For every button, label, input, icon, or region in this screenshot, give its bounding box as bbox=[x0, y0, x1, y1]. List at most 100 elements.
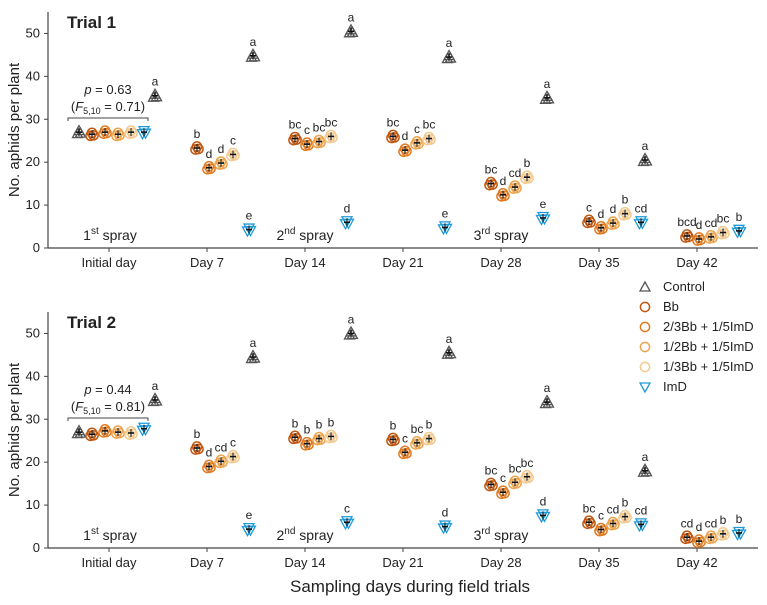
point-marker bbox=[511, 182, 522, 194]
significance-letter: a bbox=[152, 75, 159, 89]
panel-trial-1: 0 10 20 30 40 50 No. aphids per plant Initial d… bbox=[6, 10, 758, 270]
data-point bbox=[85, 427, 99, 442]
data-point bbox=[484, 176, 498, 191]
point-marker bbox=[244, 225, 257, 237]
p-value: p = 0.44 bbox=[83, 382, 131, 397]
data-point bbox=[312, 431, 326, 446]
data-point bbox=[288, 131, 302, 146]
data-point bbox=[539, 394, 555, 409]
data-point bbox=[606, 216, 620, 230]
point-marker bbox=[425, 434, 436, 445]
data-point bbox=[190, 141, 204, 155]
point-marker bbox=[88, 429, 99, 441]
y-tick-label: 10 bbox=[26, 497, 40, 512]
point-marker bbox=[217, 158, 228, 170]
point-marker bbox=[139, 128, 152, 140]
data-point bbox=[98, 125, 112, 139]
point-marker bbox=[440, 522, 453, 534]
data-point bbox=[680, 229, 694, 243]
y-tick-label: 30 bbox=[26, 111, 40, 126]
significance-letter: bc bbox=[583, 501, 596, 515]
data-point bbox=[539, 89, 555, 104]
point-marker bbox=[636, 218, 649, 230]
data-point bbox=[312, 134, 326, 149]
data-point bbox=[618, 206, 632, 221]
y-tick-label: 10 bbox=[26, 197, 40, 212]
legend-marker bbox=[639, 341, 651, 353]
data-point bbox=[190, 441, 204, 455]
significance-letter: cd bbox=[705, 516, 718, 530]
data-point bbox=[496, 485, 510, 500]
data-point bbox=[582, 214, 596, 229]
point-marker bbox=[621, 209, 632, 221]
point-marker bbox=[695, 536, 706, 548]
y-axis-label: No. aphids per plant bbox=[6, 362, 23, 497]
significance-letter: cd bbox=[681, 516, 694, 530]
significance-letter: c bbox=[402, 431, 408, 445]
data-point bbox=[124, 426, 138, 440]
y-tick-label: 20 bbox=[26, 154, 40, 169]
x-axis-label: Sampling days during field trials bbox=[290, 577, 530, 596]
legend-item: 1/2Bb + 1/5ImD bbox=[639, 339, 754, 354]
point-marker bbox=[291, 134, 302, 145]
data-point bbox=[692, 232, 706, 246]
data-point bbox=[288, 430, 302, 445]
point-marker bbox=[609, 218, 620, 230]
data-point bbox=[520, 170, 534, 185]
significance-letter: b bbox=[328, 415, 335, 429]
significance-letter: bc bbox=[313, 121, 326, 135]
data-point bbox=[508, 475, 522, 490]
point-marker bbox=[734, 529, 747, 541]
significance-letter: a bbox=[446, 332, 453, 346]
significance-letter: d bbox=[442, 506, 449, 520]
y-tick-label: 0 bbox=[33, 540, 40, 555]
point-marker bbox=[217, 456, 228, 468]
significance-letter: b bbox=[194, 427, 201, 441]
data-point bbox=[136, 422, 152, 437]
significance-letter: b bbox=[622, 193, 629, 207]
point-marker bbox=[413, 438, 424, 450]
x-tick-label: Day 35 bbox=[578, 555, 619, 570]
x-tick-label: Day 14 bbox=[284, 255, 325, 270]
data-point bbox=[441, 49, 457, 64]
data-point bbox=[339, 216, 355, 231]
significance-letter: bcd bbox=[677, 215, 696, 229]
data-point bbox=[594, 522, 608, 537]
point-marker bbox=[101, 127, 112, 139]
data-point bbox=[136, 125, 152, 140]
data-point bbox=[680, 530, 694, 545]
point-marker bbox=[636, 520, 649, 532]
significance-letter: d bbox=[402, 129, 409, 143]
data-point bbox=[496, 187, 510, 202]
data-point bbox=[386, 129, 400, 144]
point-marker bbox=[327, 432, 338, 443]
data-point bbox=[339, 516, 355, 531]
significance-letter: b bbox=[736, 210, 743, 224]
point-marker bbox=[683, 231, 694, 243]
data-point bbox=[582, 515, 596, 530]
data-point bbox=[226, 449, 240, 464]
point-marker bbox=[609, 519, 620, 530]
significance-letter: b bbox=[720, 513, 727, 527]
point-marker bbox=[244, 525, 257, 537]
point-marker bbox=[342, 518, 355, 530]
significance-letter: d bbox=[610, 202, 617, 216]
significance-letter: a bbox=[642, 450, 649, 464]
spray-label-1: 1st spray bbox=[83, 526, 137, 543]
significance-letter: a bbox=[446, 36, 453, 50]
significance-letter: a bbox=[152, 379, 159, 393]
legend-item: Control bbox=[638, 279, 705, 294]
y-axis-label: No. aphids per plant bbox=[6, 62, 23, 197]
significance-letter: c bbox=[414, 122, 420, 136]
significance-letter: c bbox=[344, 501, 350, 515]
significance-letter: a bbox=[250, 35, 257, 49]
point-marker bbox=[114, 427, 125, 439]
significance-letter: cd bbox=[607, 503, 620, 517]
point-marker bbox=[487, 480, 498, 491]
data-point bbox=[324, 129, 338, 144]
point-marker bbox=[597, 525, 608, 536]
y-tick-label: 50 bbox=[26, 25, 40, 40]
data-point bbox=[508, 180, 522, 194]
data-point bbox=[535, 211, 551, 226]
legend-marker bbox=[639, 321, 651, 333]
